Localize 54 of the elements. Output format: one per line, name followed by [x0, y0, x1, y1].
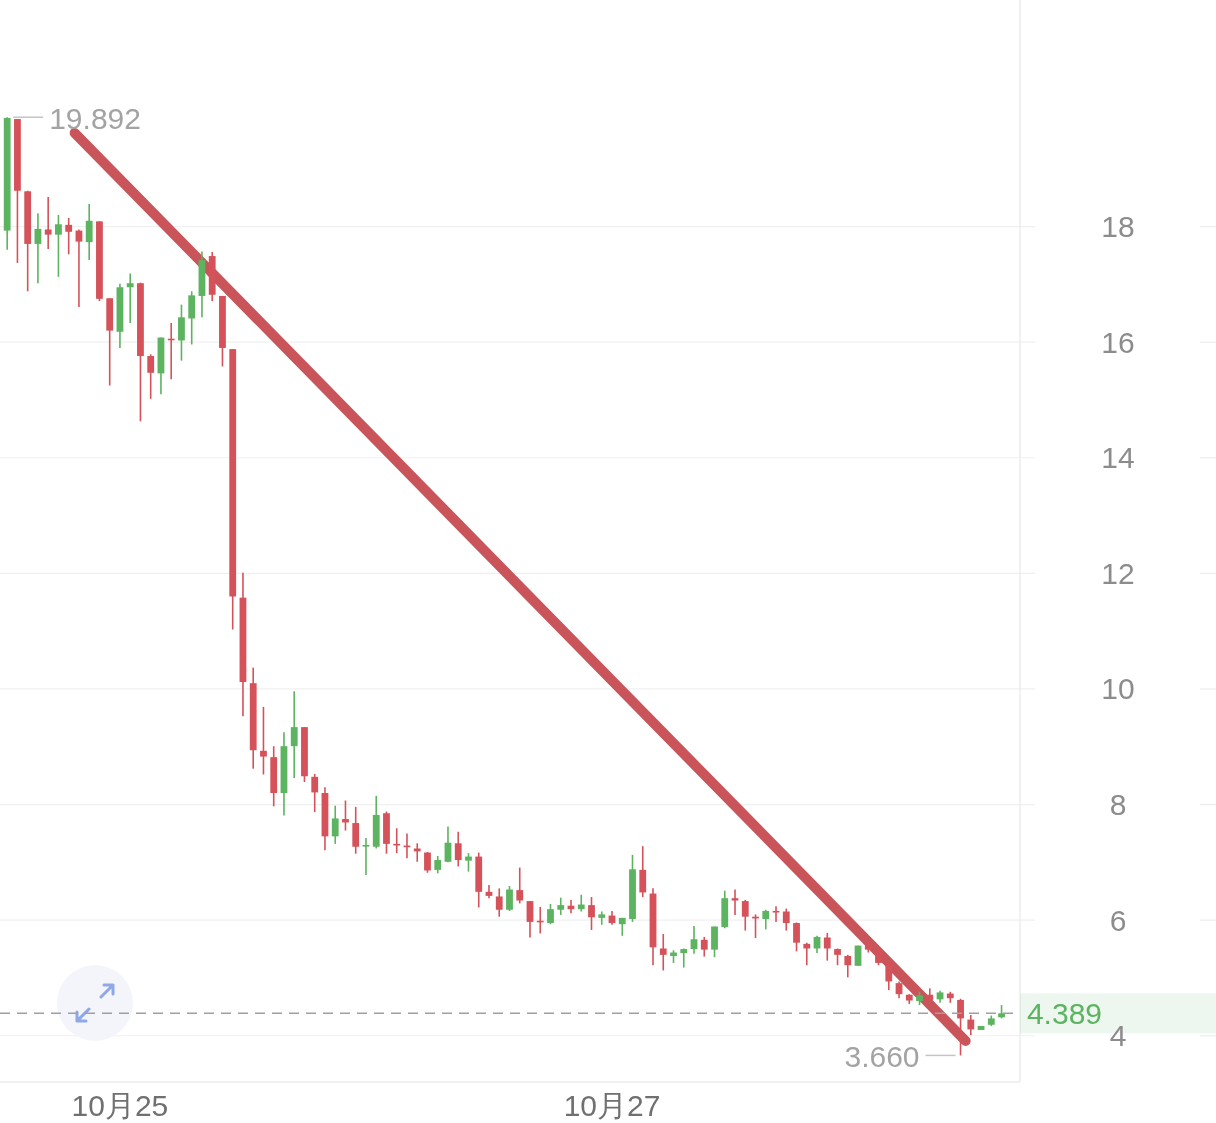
candlestick: [793, 921, 800, 953]
candlestick: [772, 905, 780, 923]
candlestick: [506, 885, 513, 912]
y-tick-label: 14: [1101, 441, 1135, 475]
annotation: 19.892: [49, 101, 141, 135]
candlestick: [362, 837, 370, 876]
candlestick: [311, 773, 319, 813]
candlestick: [762, 908, 770, 931]
candlestick: [126, 272, 134, 324]
y-tick-label: 8: [1109, 788, 1127, 822]
candlestick: [465, 852, 472, 873]
candlestick: [680, 947, 688, 969]
y-tick-label: 6: [1109, 903, 1127, 937]
y-tick-label: 12: [1101, 556, 1135, 590]
y-tick-label: 10: [1101, 672, 1135, 706]
candlestick: [331, 804, 339, 845]
candlestick: [65, 217, 73, 256]
candlestick: [741, 899, 749, 932]
x-tick-label: 10月27: [563, 1088, 661, 1122]
candlestick: [639, 845, 647, 898]
x-tick-label: 10月25: [71, 1088, 169, 1122]
candlestick: [711, 925, 718, 958]
candlestick: [803, 941, 811, 967]
candlestick: [44, 196, 52, 250]
candlestick: [188, 290, 196, 346]
candlestick: [690, 925, 698, 955]
candlestick: [659, 933, 667, 972]
y-tick-label: 4: [1109, 1019, 1127, 1053]
candlestick: [598, 910, 606, 926]
candlestick: [967, 1014, 975, 1036]
candlestick: [260, 706, 267, 776]
candlestick: [588, 896, 595, 931]
candlestick: [547, 903, 554, 926]
ref-line-label: 4.389: [1026, 996, 1102, 1030]
candlestick: [424, 851, 431, 874]
candlestick: [844, 954, 852, 979]
candlestick: [147, 353, 155, 400]
candlestick: [885, 960, 893, 991]
candlestick: [290, 690, 298, 779]
candlestick: [823, 932, 831, 962]
candlestick: [495, 887, 503, 918]
annotation: 3.660: [844, 1039, 920, 1073]
candlestick: [352, 806, 360, 855]
y-tick-label: 18: [1101, 210, 1135, 244]
candlestick: [700, 936, 708, 958]
candlestick: [85, 203, 93, 261]
candlestick: [178, 303, 185, 362]
candlestick: [55, 214, 62, 278]
candlestick: [731, 888, 739, 916]
candlestick: [782, 907, 790, 932]
candlestick: [516, 866, 524, 905]
y-tick-label: 16: [1101, 325, 1135, 359]
candlestick: [454, 830, 462, 868]
candlestick: [413, 842, 421, 863]
